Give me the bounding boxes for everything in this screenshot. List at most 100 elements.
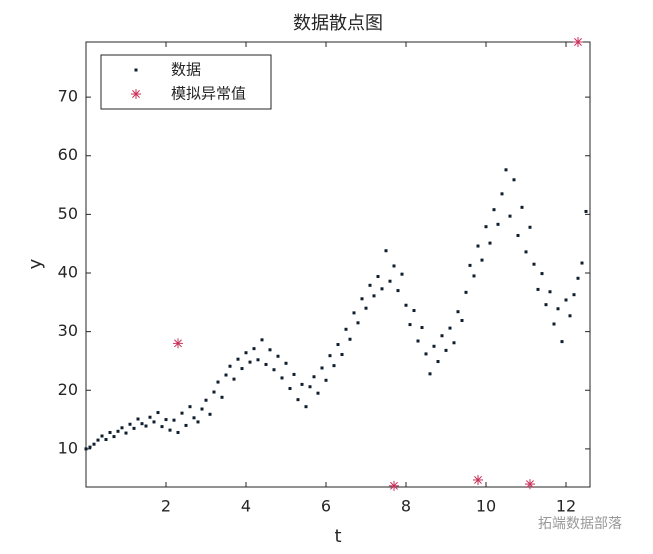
data-point	[400, 272, 404, 276]
data-point	[112, 435, 116, 439]
data-point	[296, 398, 300, 402]
data-point	[472, 274, 476, 278]
data-point	[164, 418, 168, 422]
data-point	[204, 398, 208, 402]
data-point	[224, 373, 228, 377]
data-point	[488, 241, 492, 245]
data-point	[556, 307, 560, 311]
data-point	[152, 420, 156, 424]
data-point	[416, 339, 420, 343]
data-point	[180, 411, 184, 415]
data-point	[536, 287, 540, 291]
y-tick-label: 60	[58, 145, 78, 164]
data-point	[504, 168, 508, 172]
data-point	[320, 366, 324, 370]
data-point	[572, 293, 576, 297]
legend-label: 模拟异常值	[171, 85, 246, 103]
data-point	[332, 364, 336, 368]
data-point	[284, 361, 288, 365]
data-point	[192, 416, 196, 420]
data-point	[404, 303, 408, 307]
data-point	[564, 298, 568, 302]
data-point	[220, 395, 224, 399]
data-point	[364, 306, 368, 310]
data-point	[280, 376, 284, 380]
star-stroke	[174, 339, 182, 348]
data-point	[448, 326, 452, 330]
data-point	[408, 323, 412, 327]
data-point	[568, 314, 572, 318]
y-tick-label: 20	[58, 380, 78, 399]
data-point	[420, 326, 424, 330]
data-point	[484, 225, 488, 229]
data-point	[140, 422, 144, 426]
data-point	[444, 348, 448, 352]
data-point	[516, 233, 520, 237]
legend-box	[100, 54, 272, 110]
watermark: 拓端数据部落	[538, 516, 622, 532]
star-stroke	[390, 481, 398, 490]
data-point	[173, 338, 183, 349]
x-tick-label: 10	[476, 497, 496, 516]
data-point	[580, 261, 584, 265]
data-point	[436, 360, 440, 364]
y-tick-label: 70	[58, 87, 78, 106]
data-point	[352, 311, 356, 315]
data-point	[288, 387, 292, 391]
data-point	[212, 390, 216, 394]
data-point	[240, 367, 244, 371]
data-point	[476, 244, 480, 248]
data-point	[168, 428, 172, 432]
data-point	[312, 375, 316, 379]
star-stroke	[526, 480, 534, 489]
data-point	[252, 347, 256, 351]
y-tick-label: 40	[58, 263, 78, 282]
data-point	[132, 426, 136, 430]
data-point	[348, 337, 352, 341]
x-tick-label: 6	[321, 497, 331, 516]
data-point	[232, 377, 236, 381]
data-point	[268, 348, 272, 352]
data-point	[156, 411, 160, 415]
data-point	[460, 318, 464, 322]
data-point	[432, 344, 436, 348]
x-tick-label: 8	[401, 497, 411, 516]
plot-area	[85, 41, 591, 488]
data-point	[468, 263, 472, 267]
data-point	[376, 275, 380, 279]
y-axis-label: y	[25, 258, 46, 269]
data-point	[160, 425, 164, 429]
data-point	[508, 214, 512, 218]
x-axis-label: t	[334, 526, 341, 547]
data-point	[96, 438, 100, 442]
data-point	[473, 474, 483, 485]
data-point	[116, 429, 120, 433]
data-point	[544, 303, 548, 307]
data-point	[236, 357, 240, 361]
data-point	[372, 294, 376, 298]
y-tick-label: 10	[58, 438, 78, 457]
data-point	[440, 334, 444, 338]
data-point	[360, 297, 364, 301]
data-point	[500, 192, 504, 196]
data-point	[524, 250, 528, 254]
data-point	[216, 380, 220, 384]
data-point	[324, 378, 328, 382]
data-point	[120, 426, 124, 430]
legend-marker	[131, 89, 141, 99]
data-point	[480, 258, 484, 262]
data-point	[304, 405, 308, 409]
data-point	[196, 420, 200, 424]
data-point	[525, 479, 535, 490]
data-point	[540, 272, 544, 276]
data-point	[184, 423, 188, 427]
data-point	[560, 340, 564, 344]
data-point	[92, 442, 96, 446]
data-point	[316, 391, 320, 395]
data-point	[144, 424, 148, 428]
data-point	[276, 354, 280, 358]
data-point	[512, 178, 516, 182]
data-point	[428, 372, 432, 376]
data-point	[496, 222, 500, 226]
